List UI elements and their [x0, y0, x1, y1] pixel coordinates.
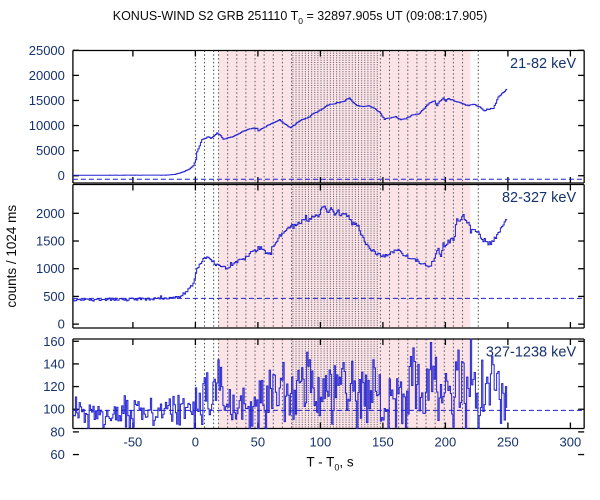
- svg-text:21-82 keV: 21-82 keV: [510, 56, 576, 72]
- svg-text:100: 100: [43, 402, 65, 417]
- svg-text:80: 80: [50, 424, 64, 439]
- svg-text:200: 200: [435, 435, 457, 450]
- svg-text:20000: 20000: [29, 68, 65, 83]
- svg-text:1500: 1500: [36, 234, 65, 249]
- svg-text:5000: 5000: [36, 143, 65, 158]
- svg-text:140: 140: [43, 356, 65, 371]
- svg-text:250: 250: [497, 435, 519, 450]
- svg-text:120: 120: [43, 379, 65, 394]
- svg-text:0: 0: [192, 435, 199, 450]
- svg-text:60: 60: [50, 447, 64, 462]
- svg-text:15000: 15000: [29, 93, 65, 108]
- svg-text:150: 150: [372, 435, 394, 450]
- svg-text:0: 0: [58, 317, 65, 332]
- svg-text:-50: -50: [124, 435, 143, 450]
- svg-text:82-327 keV: 82-327 keV: [502, 190, 576, 206]
- svg-text:50: 50: [251, 435, 265, 450]
- svg-text:T - T0, s: T - T0, s: [306, 455, 354, 473]
- svg-text:100: 100: [310, 435, 332, 450]
- svg-text:327-1238 keV: 327-1238 keV: [486, 345, 577, 361]
- svg-text:500: 500: [43, 289, 65, 304]
- svg-text:1000: 1000: [36, 261, 65, 276]
- svg-text:2000: 2000: [36, 206, 65, 221]
- svg-text:0: 0: [58, 168, 65, 183]
- svg-text:160: 160: [43, 334, 65, 349]
- svg-text:10000: 10000: [29, 118, 65, 133]
- svg-text:25000: 25000: [29, 43, 65, 58]
- svg-text:counts / 1024 ms: counts / 1024 ms: [4, 205, 19, 308]
- svg-text:KONUS-WIND S2 GRB 251110 T0 =: KONUS-WIND S2 GRB 251110 T0 = 32897.905s…: [113, 9, 488, 26]
- svg-text:300: 300: [560, 435, 582, 450]
